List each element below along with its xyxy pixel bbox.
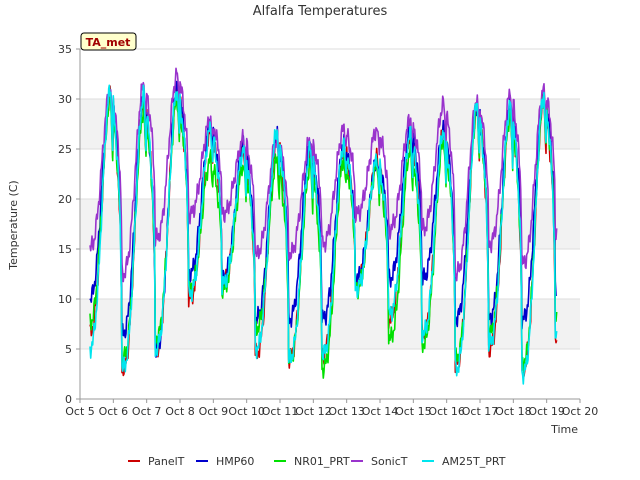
x-tick-label: Oct 13: [328, 405, 365, 418]
x-tick-label: Oct 5: [65, 405, 95, 418]
series-lines: [89, 67, 558, 385]
x-axis-label: Time: [550, 423, 578, 436]
y-tick-label: 15: [58, 243, 72, 256]
y-tick-label: 20: [58, 193, 72, 206]
x-tick-label: Oct 9: [199, 405, 229, 418]
x-tick-label: Oct 6: [99, 405, 129, 418]
y-axis-label: Temperature (C): [7, 180, 20, 270]
badge-label: TA_met: [86, 36, 131, 49]
x-tick-label: Oct 11: [262, 405, 299, 418]
x-tick-label: Oct 10: [228, 405, 265, 418]
legend-label-HMP60: HMP60: [216, 455, 254, 468]
grid-band: [80, 99, 580, 149]
x-tick-label: Oct 7: [132, 405, 162, 418]
x-tick-label: Oct 18: [495, 405, 532, 418]
y-tick-label: 10: [58, 293, 72, 306]
badge-box: [80, 32, 137, 51]
ta-met-badge: TA_met: [80, 32, 137, 51]
x-tick-label: Oct 14: [362, 405, 399, 418]
y-tick-label: 30: [58, 93, 72, 106]
x-tick-label: Oct 16: [428, 405, 465, 418]
legend-label-SonicT: SonicT: [371, 455, 408, 468]
chart-title: Alfalfa Temperatures: [253, 4, 388, 19]
y-tick-label: 35: [58, 43, 72, 56]
y-tick-label: 5: [65, 343, 72, 356]
y-ticks: 0 5 10 15 20 25 30 35: [58, 43, 80, 406]
x-tick-label: Oct 12: [295, 405, 332, 418]
x-tick-label: Oct 15: [395, 405, 432, 418]
x-tick-label: Oct 8: [165, 405, 195, 418]
legend-label-PanelT: PanelT: [148, 455, 185, 468]
x-tick-label: Oct 17: [462, 405, 499, 418]
axes: [79, 49, 580, 400]
x-tick-label: Oct 19: [528, 405, 565, 418]
legend: PanelT HMP60 NR01_PRT SonicT AM25T_PRT: [128, 455, 506, 468]
y-tick-label: 0: [65, 393, 72, 406]
legend-label-NR01_PRT: NR01_PRT: [294, 455, 350, 468]
x-tick-label: Oct 20: [562, 405, 599, 418]
series-line-SonicT: [89, 67, 558, 283]
series-line-AM25T_PRT: [89, 84, 558, 385]
legend-label-AM25T_PRT: AM25T_PRT: [442, 455, 506, 468]
y-tick-label: 25: [58, 143, 72, 156]
